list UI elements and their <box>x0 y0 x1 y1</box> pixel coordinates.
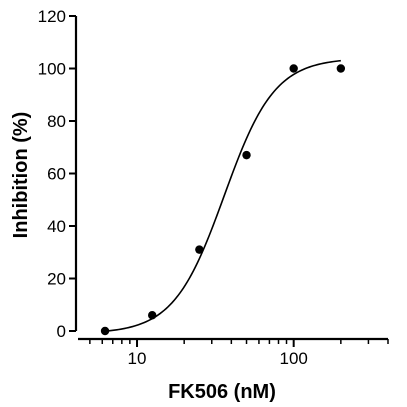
x-axis-title: FK506 (nM) <box>168 381 276 403</box>
data-point <box>148 311 157 320</box>
y-tick-label: 120 <box>38 7 66 26</box>
y-tick-label: 40 <box>47 217 66 236</box>
x-tick-label: 100 <box>279 349 307 368</box>
y-axis-ticks: 0 20 40 60 80 100 120 <box>38 7 76 341</box>
x-tick-label: 10 <box>128 349 147 368</box>
data-point <box>289 64 298 73</box>
data-point <box>100 326 110 336</box>
x-axis-ticks: 10 100 <box>89 339 389 368</box>
y-axis-title: Inhibition (%) <box>10 112 32 239</box>
y-tick-label: 0 <box>57 322 66 341</box>
data-points <box>100 64 346 336</box>
y-tick-label: 100 <box>38 60 66 79</box>
y-tick-label: 60 <box>47 165 66 184</box>
y-tick-label: 80 <box>47 112 66 131</box>
data-point <box>195 245 204 254</box>
fit-curve <box>104 59 341 333</box>
data-point <box>242 150 251 160</box>
y-tick-label: 20 <box>47 270 66 289</box>
data-point <box>336 64 346 73</box>
